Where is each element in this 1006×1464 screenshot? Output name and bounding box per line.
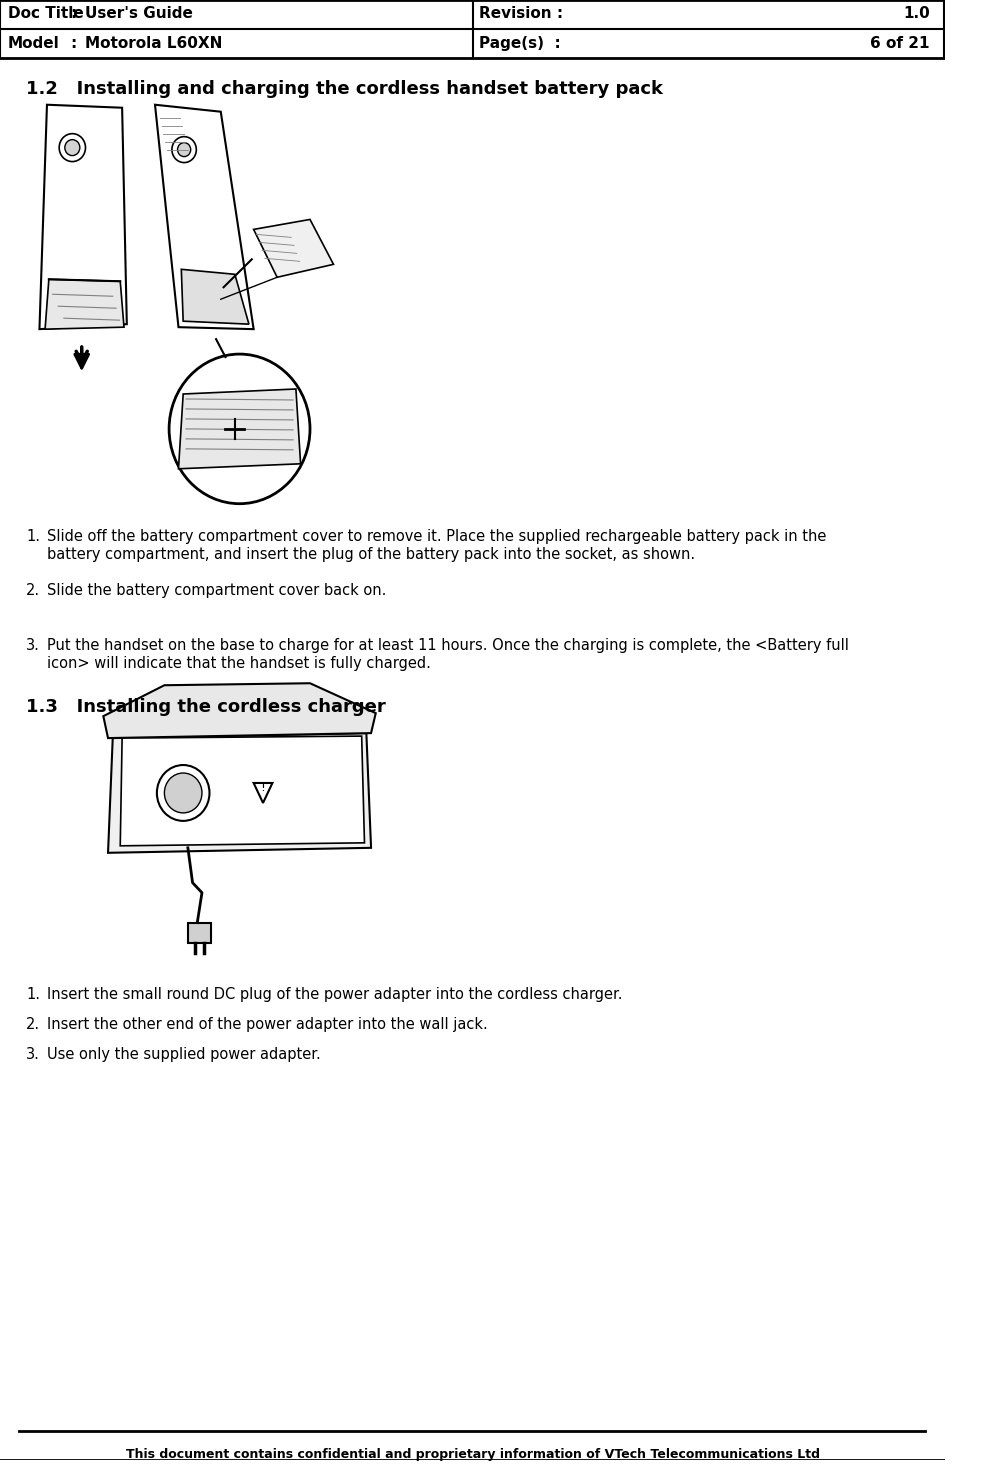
Circle shape: [164, 773, 202, 813]
Text: :: :: [70, 37, 76, 51]
Polygon shape: [155, 105, 254, 329]
Text: 1.: 1.: [26, 987, 40, 1003]
Text: 1.: 1.: [26, 529, 40, 543]
Text: icon> will indicate that the handset is fully charged.: icon> will indicate that the handset is …: [47, 656, 431, 672]
Text: Page(s)  :: Page(s) :: [479, 37, 560, 51]
Polygon shape: [45, 280, 124, 329]
Polygon shape: [188, 922, 211, 943]
Text: Model: Model: [7, 37, 59, 51]
Text: 1.0: 1.0: [903, 6, 930, 22]
Text: !: !: [261, 782, 266, 795]
Text: battery compartment, and insert the plug of the battery pack into the socket, as: battery compartment, and insert the plug…: [47, 546, 695, 562]
Text: 3.: 3.: [26, 1047, 40, 1063]
Text: 1.3   Installing the cordless charger: 1.3 Installing the cordless charger: [26, 698, 386, 716]
Text: 2.: 2.: [26, 1017, 40, 1032]
Text: Motorola L60XN: Motorola L60XN: [85, 37, 222, 51]
Circle shape: [177, 142, 191, 157]
Polygon shape: [104, 684, 376, 738]
Circle shape: [157, 766, 209, 821]
Text: Use only the supplied power adapter.: Use only the supplied power adapter.: [47, 1047, 321, 1063]
Polygon shape: [254, 220, 333, 277]
Text: Slide off the battery compartment cover to remove it. Place the supplied recharg: Slide off the battery compartment cover …: [47, 529, 826, 543]
Polygon shape: [181, 269, 248, 324]
Circle shape: [172, 136, 196, 163]
Text: 3.: 3.: [26, 638, 40, 653]
Circle shape: [64, 139, 79, 155]
Polygon shape: [178, 389, 301, 468]
Circle shape: [59, 133, 86, 161]
Polygon shape: [121, 736, 364, 846]
Text: 2.: 2.: [26, 584, 40, 599]
Text: Insert the other end of the power adapter into the wall jack.: Insert the other end of the power adapte…: [47, 1017, 488, 1032]
Text: Put the handset on the base to charge for at least 11 hours. Once the charging i: Put the handset on the base to charge fo…: [47, 638, 849, 653]
Text: 1.2   Installing and charging the cordless handset battery pack: 1.2 Installing and charging the cordless…: [26, 81, 663, 98]
Text: :: :: [70, 6, 76, 22]
Text: Insert the small round DC plug of the power adapter into the cordless charger.: Insert the small round DC plug of the po…: [47, 987, 623, 1003]
Circle shape: [169, 354, 310, 504]
Polygon shape: [39, 105, 127, 329]
Polygon shape: [108, 733, 371, 854]
Text: This document contains confidential and proprietary information of VTech Telecom: This document contains confidential and …: [126, 1448, 820, 1461]
Text: Revision :: Revision :: [479, 6, 563, 22]
Text: User's Guide: User's Guide: [85, 6, 192, 22]
Text: 6 of 21: 6 of 21: [870, 37, 930, 51]
Text: Slide the battery compartment cover back on.: Slide the battery compartment cover back…: [47, 584, 386, 599]
Text: Doc Title: Doc Title: [7, 6, 83, 22]
